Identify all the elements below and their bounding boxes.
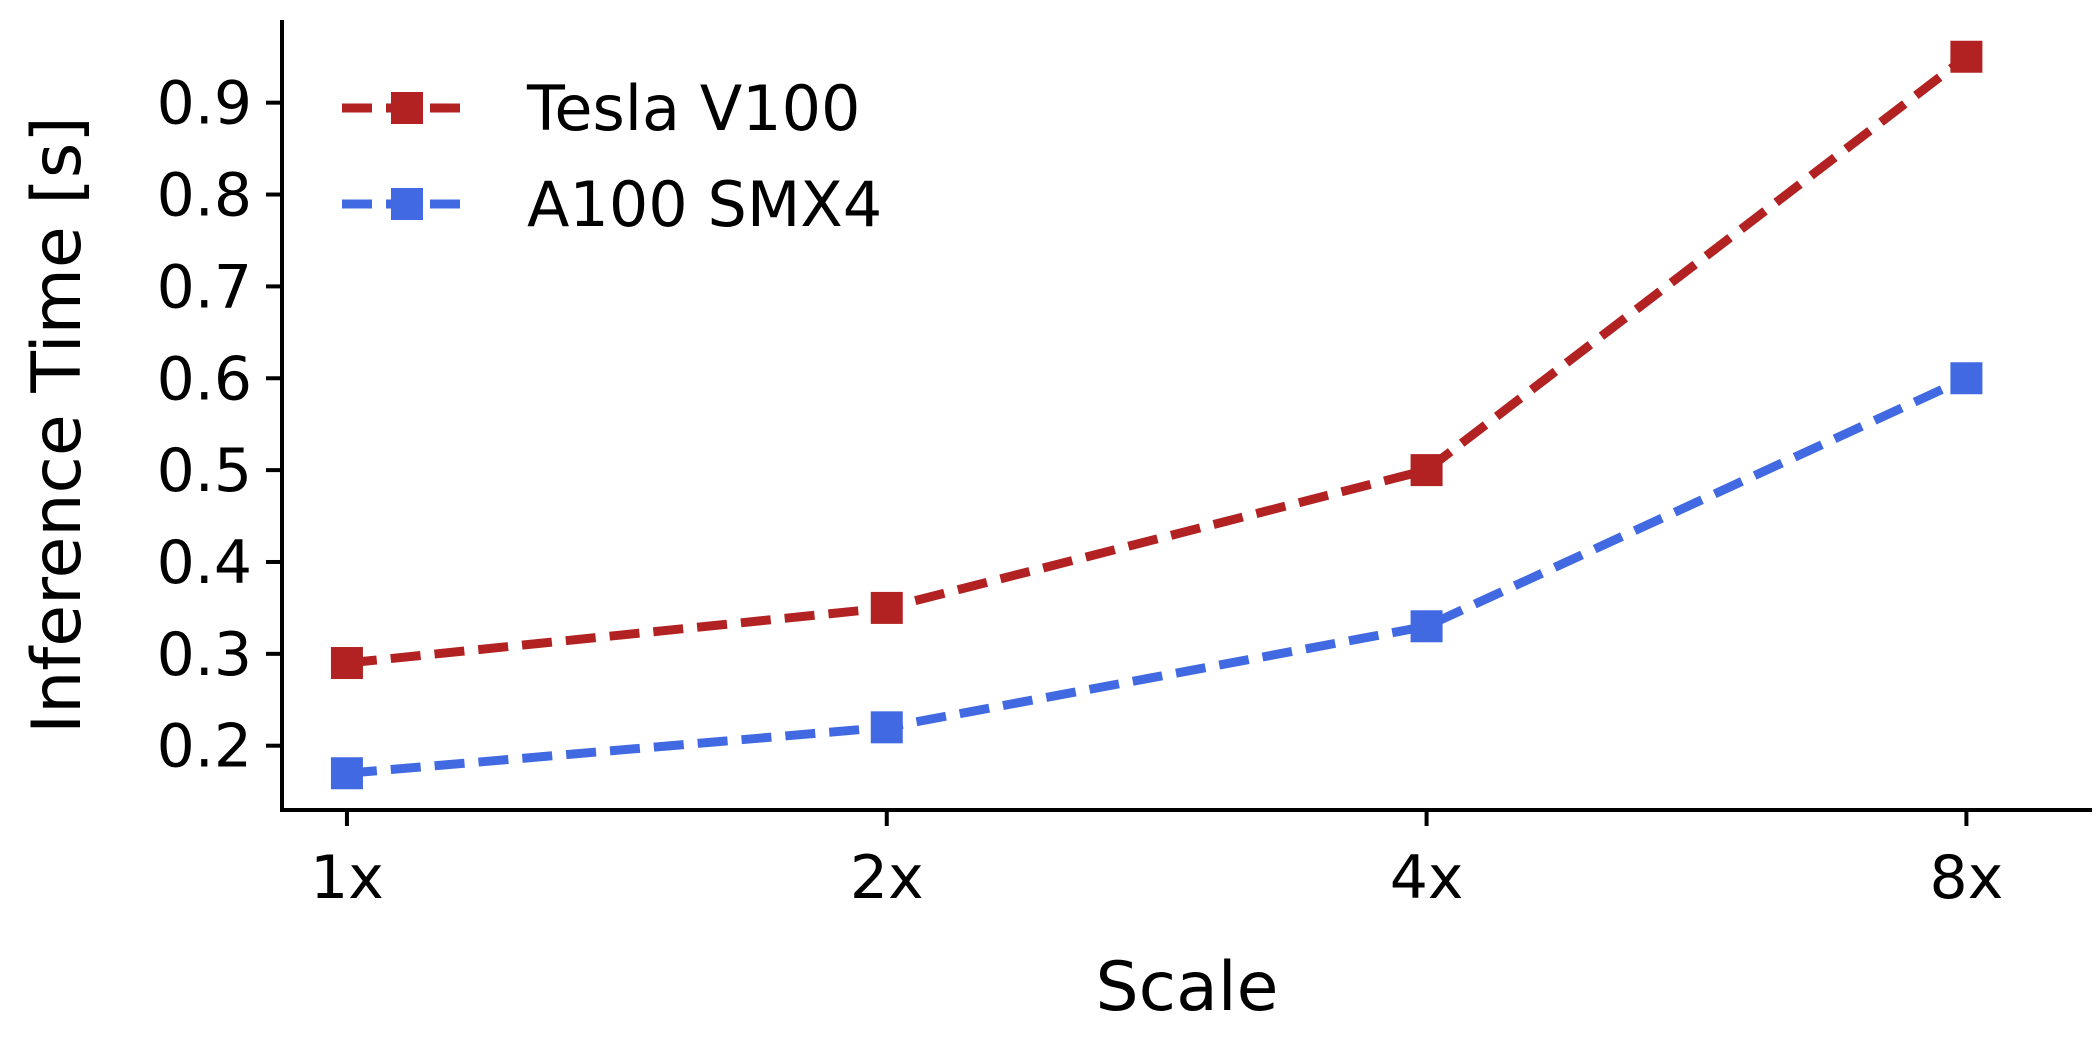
series-line (346, 53, 1970, 668)
legend-marker (391, 92, 423, 124)
legend-marker (391, 188, 423, 220)
y-tick-label: 0.3 (157, 620, 252, 690)
series-line (346, 374, 1969, 778)
data-point (330, 757, 363, 790)
y-tick-label: 0.2 (157, 712, 252, 782)
series-2 (330, 362, 1983, 790)
x-tick-label: 2x (850, 843, 924, 913)
data-point (1410, 610, 1443, 643)
y-tick-label: 0.8 (157, 161, 252, 231)
data-point (1950, 40, 1983, 73)
series-layer (330, 40, 1983, 790)
y-axis-label: Inference Time [s] (18, 116, 97, 734)
data-point (870, 591, 903, 624)
y-tick-label: 0.4 (157, 528, 252, 598)
y-tick-label: 0.6 (157, 344, 252, 414)
data-point (870, 711, 903, 744)
data-point (330, 647, 363, 680)
y-tick-label: 0.9 (157, 69, 252, 139)
y-tick-label: 0.5 (157, 436, 252, 506)
x-tick-label: 1x (310, 843, 384, 913)
legend-item-2: A100 SMX4 (342, 168, 882, 241)
data-point (1950, 362, 1983, 395)
x-axis-label: Scale (1096, 948, 1279, 1027)
y-tick-label: 0.7 (157, 252, 252, 322)
x-tick-label: 4x (1390, 843, 1464, 913)
x-tick-label: 8x (1930, 843, 2004, 913)
axes: 0.2 0.3 0.4 0.5 0.6 0.7 0.8 0.9 1x 2x 4x 8x (157, 20, 2092, 913)
legend: Tesla V100 A100 SMX4 (342, 72, 882, 241)
legend-label: Tesla V100 (526, 72, 860, 145)
legend-item-1: Tesla V100 (342, 72, 860, 145)
series-1 (330, 40, 1983, 680)
data-point (1410, 454, 1443, 487)
legend-label: A100 SMX4 (527, 168, 882, 241)
